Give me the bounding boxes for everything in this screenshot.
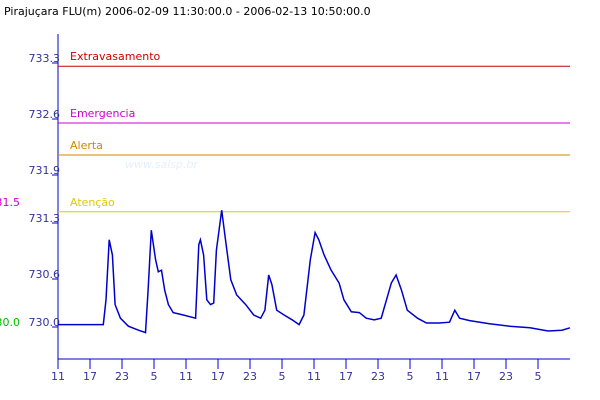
watermark: www.saisp.br — [125, 158, 200, 171]
x-tick-label: 5 — [535, 370, 542, 383]
annotation: 730.0 — [0, 316, 20, 329]
x-tick-label: 11 — [307, 370, 321, 383]
x-tick-label: 23 — [243, 370, 257, 383]
x-tick-label: 23 — [115, 370, 129, 383]
annotation: 731.5 — [0, 196, 20, 209]
y-tick-label: 731.3 — [29, 212, 61, 225]
threshold-label: Alerta — [70, 139, 103, 152]
x-tick-label: 11 — [51, 370, 65, 383]
x-tick-label: 17 — [211, 370, 225, 383]
threshold-label: Atenção — [70, 196, 115, 209]
x-tick-label: 5 — [151, 370, 158, 383]
series-line — [58, 210, 571, 334]
x-tick-label: 11 — [435, 370, 449, 383]
threshold-label: Emergencia — [70, 107, 135, 120]
x-tick-label: 17 — [83, 370, 97, 383]
x-tick-label: 23 — [499, 370, 513, 383]
x-tick-label: 5 — [279, 370, 286, 383]
y-tick-label: 733.3 — [29, 52, 61, 65]
x-tick-label: 17 — [339, 370, 353, 383]
x-tick-label: 11 — [179, 370, 193, 383]
chart-title: Pirajuçara FLU(m) 2006-02-09 11:30:00.0 … — [4, 5, 371, 18]
threshold-label: Extravasamento — [70, 50, 161, 63]
y-tick-label: 731.9 — [29, 164, 61, 177]
x-tick-label: 5 — [407, 370, 414, 383]
y-tick-label: 732.6 — [29, 108, 61, 121]
y-tick-label: 730.6 — [29, 268, 61, 281]
y-tick-label: 730.0 — [29, 316, 61, 329]
x-tick-label: 23 — [371, 370, 385, 383]
x-tick-label: 17 — [467, 370, 481, 383]
